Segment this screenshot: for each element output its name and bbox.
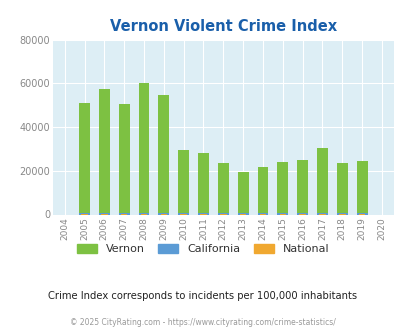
Bar (198, 214, 209, 215)
Title: Vernon Violent Crime Index: Vernon Violent Crime Index (109, 19, 336, 34)
Bar (160, 214, 167, 215)
Bar (338, 214, 345, 215)
Bar (239, 214, 246, 215)
Bar (158, 95, 169, 214)
Bar (316, 148, 327, 214)
Bar (217, 214, 228, 215)
Bar (220, 214, 226, 215)
Bar (296, 214, 307, 215)
Bar (237, 172, 248, 214)
Bar (118, 214, 129, 215)
Text: © 2025 CityRating.com - https://www.cityrating.com/crime-statistics/: © 2025 CityRating.com - https://www.city… (70, 318, 335, 327)
Bar (118, 104, 129, 214)
Bar (200, 214, 206, 215)
Bar (79, 214, 90, 215)
Bar (296, 160, 307, 214)
Bar (138, 214, 149, 215)
Bar (81, 214, 87, 215)
Bar (178, 150, 189, 214)
Bar (158, 214, 169, 215)
Bar (198, 153, 209, 214)
Bar (298, 214, 305, 215)
Text: Crime Index corresponds to incidents per 100,000 inhabitants: Crime Index corresponds to incidents per… (48, 291, 357, 301)
Bar (336, 214, 347, 215)
Bar (138, 83, 149, 214)
Bar (99, 89, 109, 214)
Bar (121, 214, 127, 215)
Bar (257, 168, 268, 215)
Bar (101, 214, 107, 215)
Bar (318, 214, 325, 215)
Bar (178, 214, 189, 215)
Bar (336, 163, 347, 215)
Legend: Vernon, California, National: Vernon, California, National (72, 239, 333, 258)
Bar (217, 163, 228, 215)
Bar (237, 214, 248, 215)
Bar (279, 214, 286, 215)
Bar (180, 214, 186, 215)
Bar (79, 103, 90, 214)
Bar (316, 214, 327, 215)
Bar (277, 162, 288, 214)
Bar (259, 214, 266, 215)
Bar (257, 214, 268, 215)
Bar (356, 214, 367, 215)
Bar (99, 214, 109, 215)
Bar (141, 214, 147, 215)
Bar (358, 214, 364, 215)
Bar (277, 214, 288, 215)
Bar (356, 161, 367, 214)
